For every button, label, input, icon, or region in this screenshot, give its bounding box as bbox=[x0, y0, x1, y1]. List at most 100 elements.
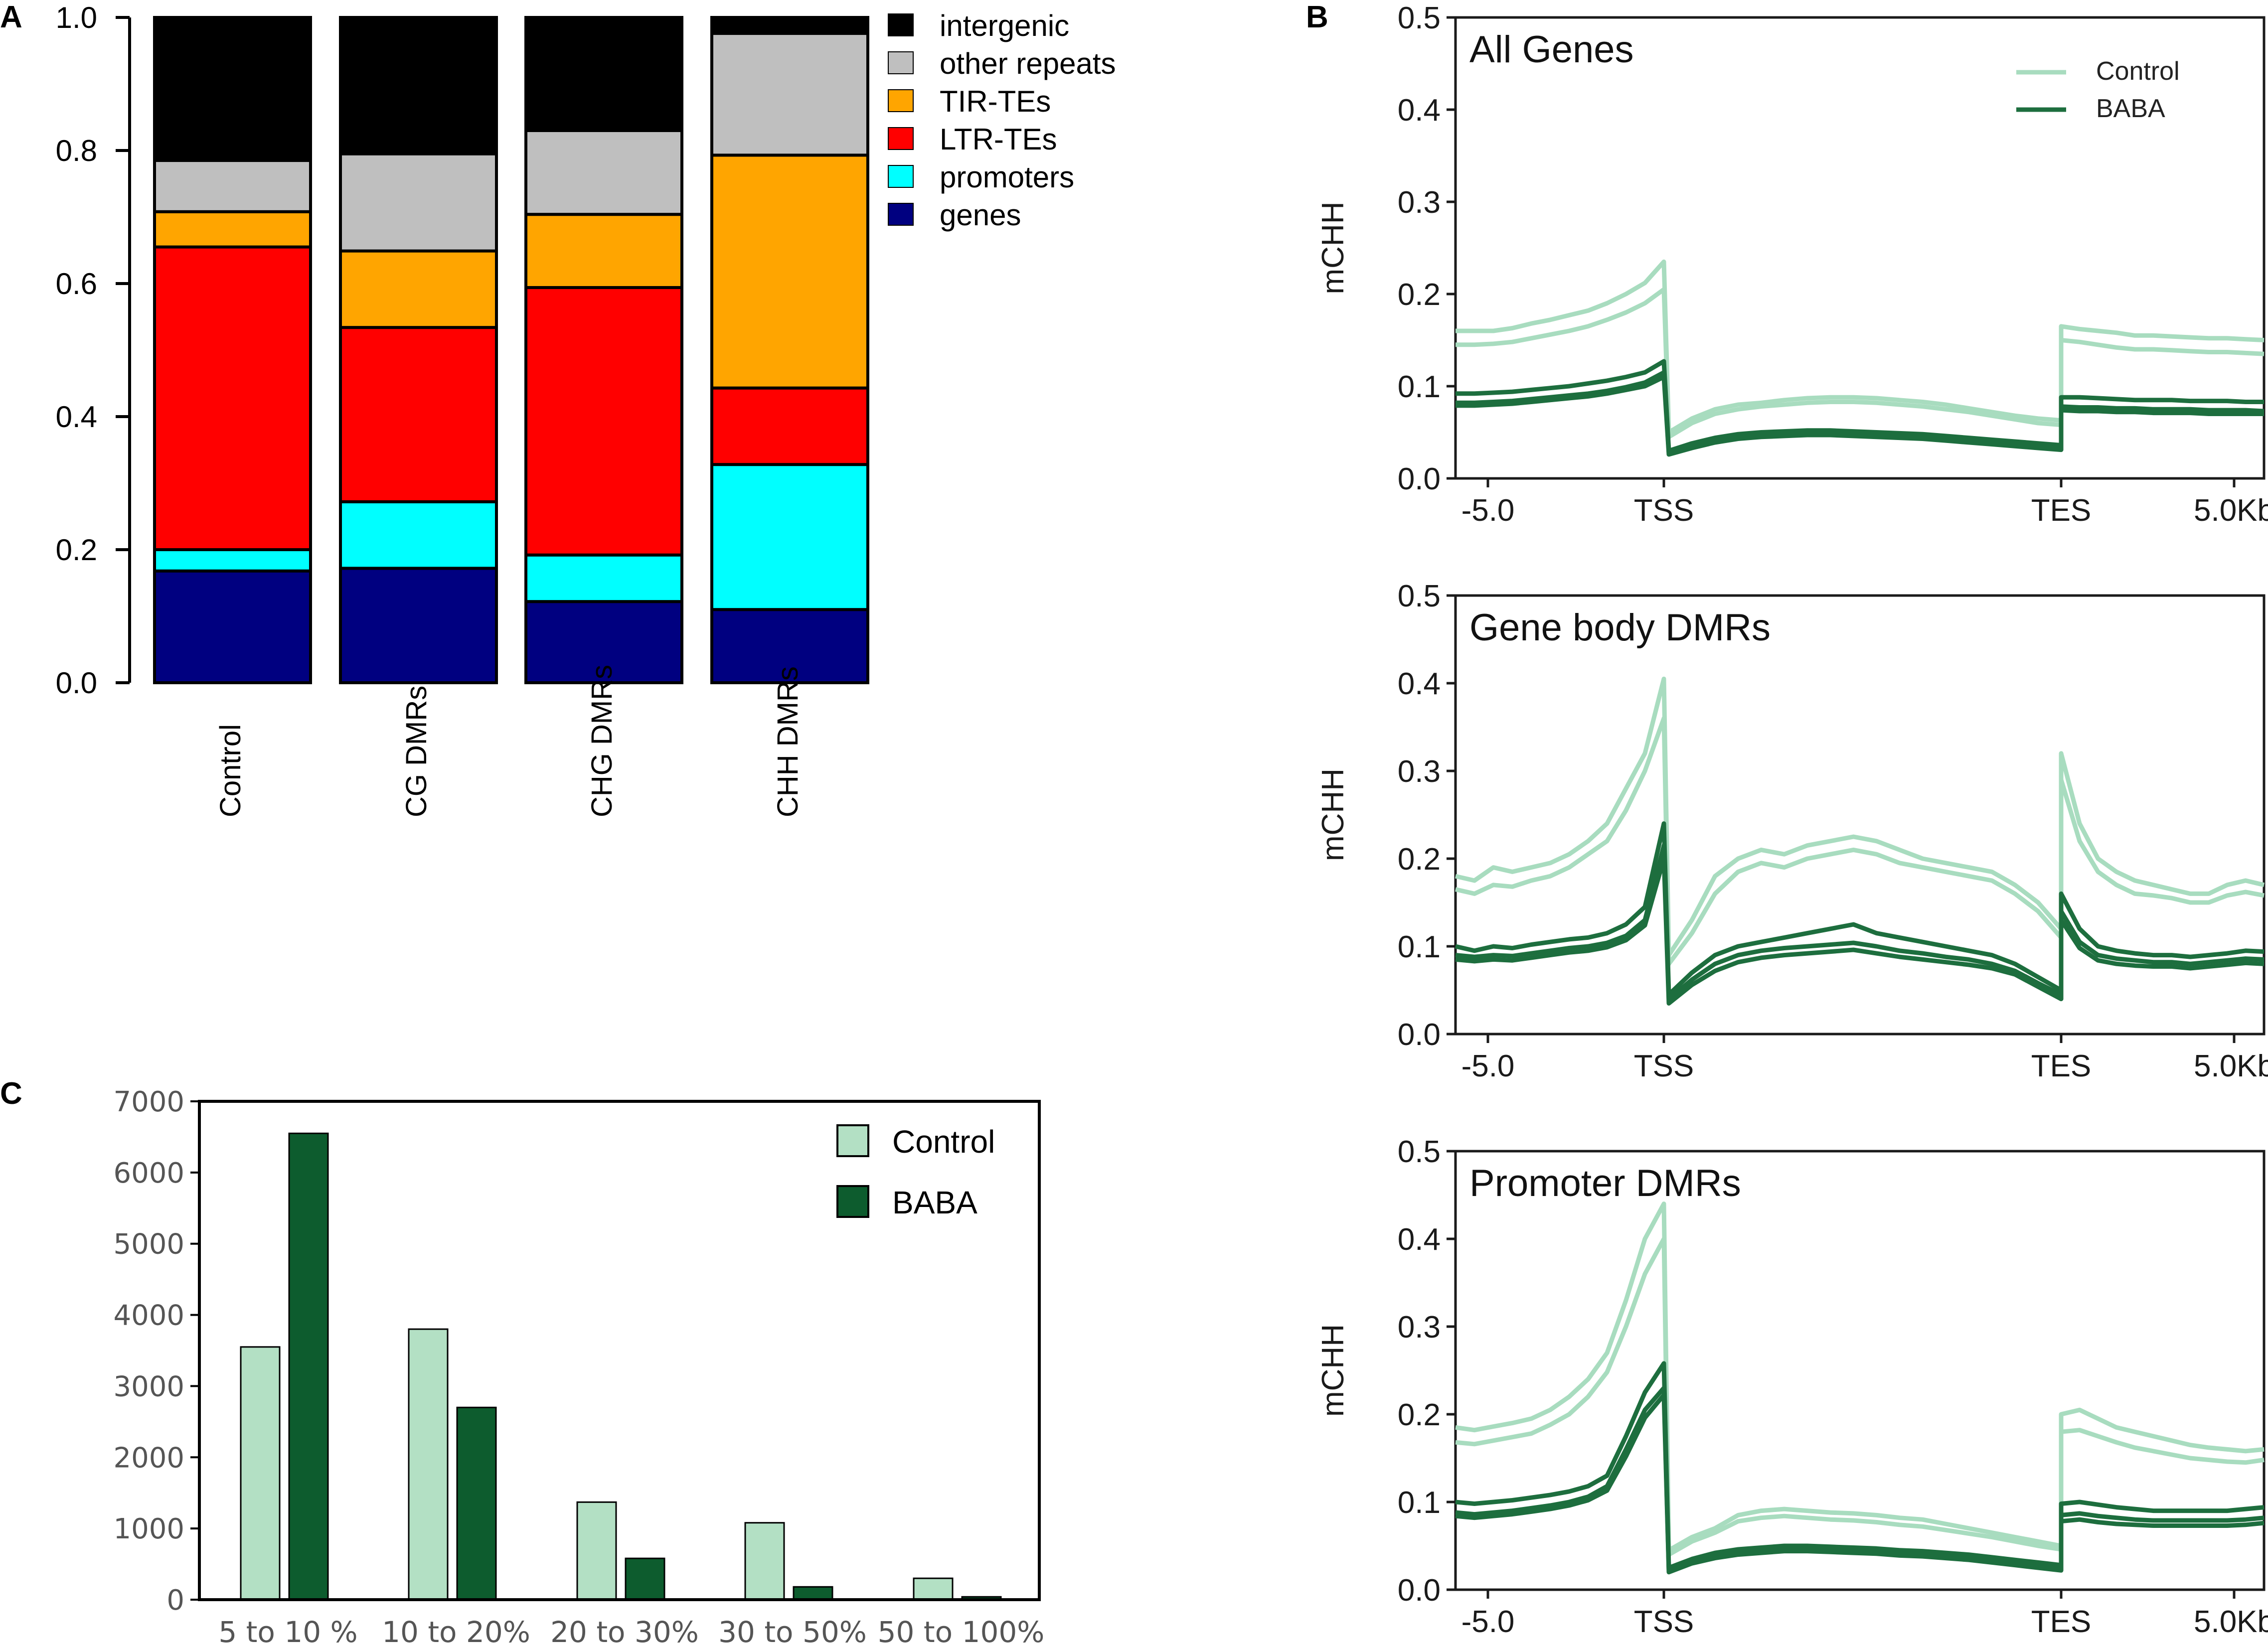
y-tick-label: 4000 bbox=[113, 1300, 184, 1332]
bar-control bbox=[240, 1346, 281, 1601]
y-tick-label: 5000 bbox=[113, 1228, 184, 1261]
panel-a-y-tick-label: 0.6 bbox=[56, 267, 97, 300]
bar-control bbox=[913, 1577, 954, 1601]
bar-segment-intergenic bbox=[153, 16, 312, 162]
y-tick-label: 3000 bbox=[113, 1370, 184, 1403]
panel-a-y-tick-label: 0.8 bbox=[56, 134, 97, 167]
series-line-control bbox=[1455, 676, 2265, 958]
x-category-label: 30 to 50% bbox=[718, 1615, 867, 1649]
y-tick-label: 6000 bbox=[113, 1157, 184, 1190]
y-tick-label: 0 bbox=[166, 1584, 184, 1617]
series-line-control bbox=[1456, 259, 2265, 435]
y-tick-label: 0.5 bbox=[1398, 1135, 1441, 1169]
chart-title: All Genes bbox=[1469, 28, 1634, 71]
series-line-control bbox=[1455, 1201, 2265, 1553]
x-category-label: 20 to 30% bbox=[550, 1615, 699, 1649]
series-line-baba bbox=[1455, 856, 2265, 1006]
bar-control bbox=[576, 1501, 617, 1601]
b1-frame bbox=[1454, 16, 2266, 480]
y-tick-label: 0.2 bbox=[1398, 1398, 1441, 1432]
bar-segment-intergenic bbox=[710, 16, 869, 35]
y-tick-label: 0.4 bbox=[1398, 1222, 1441, 1257]
bar-baba bbox=[625, 1557, 665, 1601]
chart-title: Gene body DMRs bbox=[1469, 606, 1771, 649]
y-tick-label: 0.2 bbox=[1398, 278, 1441, 312]
bar-segment-other_repeats bbox=[710, 32, 869, 157]
y-tick-label: 0.0 bbox=[1398, 462, 1441, 496]
x-tick-label: 5.0Kb bbox=[2194, 493, 2268, 528]
b2-frame bbox=[1454, 594, 2266, 1036]
bar-segment-promoters bbox=[524, 553, 683, 603]
panel-a-y-tick-label: 0.0 bbox=[56, 666, 97, 700]
x-tick-label: TSS bbox=[1634, 1605, 1694, 1639]
bar-segment-other_repeats bbox=[524, 129, 683, 216]
y-tick-label: 0.4 bbox=[1398, 667, 1441, 701]
bar-segment-intergenic bbox=[339, 16, 498, 155]
x-tick-label: 5.0Kb bbox=[2194, 1605, 2268, 1639]
y-axis-label: mCHH bbox=[1316, 1324, 1350, 1417]
bar-baba bbox=[793, 1586, 833, 1601]
bar-segment-genes bbox=[524, 600, 683, 684]
y-tick-label: 0.0 bbox=[1398, 1018, 1441, 1052]
panel-a-stacked-bar-chart: 0.0 0.2 0.4 0.6 0.8 1.0 Control CG DMRs CHG D… bbox=[56, 1, 1116, 817]
x-tick-label: -5.0 bbox=[1461, 1049, 1515, 1083]
panel-b3-promoter-dmrs: 0.0 0.1 0.2 0.3 0.4 0.5 mCHH -5.0 TSS TES 5.0Kb Pro… bbox=[1316, 1135, 2268, 1639]
legend-label-other-repeats: other repeats bbox=[940, 47, 1116, 80]
x-tick-label: TSS bbox=[1634, 1049, 1694, 1083]
panel-a-x-label-control: Control bbox=[214, 724, 247, 817]
legend-swatch-control bbox=[836, 1124, 869, 1157]
x-tick-label: TES bbox=[2031, 493, 2092, 528]
y-tick-label: 0.5 bbox=[1398, 1, 1441, 35]
y-tick-label: 1000 bbox=[113, 1513, 184, 1545]
series-line-control bbox=[1455, 716, 2265, 966]
bar-segment-ltr_tes bbox=[524, 286, 683, 557]
y-tick-label: 7000 bbox=[113, 1086, 184, 1118]
panel-b-line-charts: 0.0 0.1 0.2 0.3 0.4 0.5 mCHH -5.0 TSS TES 5.0Kb All… bbox=[1316, 1, 2268, 1639]
legend-label-baba: BABA bbox=[2096, 94, 2165, 123]
panel-a-x-labels: Control CG DMRs CHG DMRs CHH DMRs bbox=[214, 665, 804, 817]
series-line-control bbox=[1455, 1236, 2265, 1557]
series-line-baba bbox=[1455, 821, 2265, 997]
legend-label-control-c: Control bbox=[892, 1124, 995, 1160]
panel-c-bars bbox=[240, 1132, 1002, 1601]
x-tick-label: -5.0 bbox=[1461, 493, 1515, 528]
bar-segment-genes bbox=[339, 567, 498, 684]
y-tick-label: 0.4 bbox=[1398, 93, 1441, 128]
panel-b1-all-genes: 0.0 0.1 0.2 0.3 0.4 0.5 mCHH -5.0 TSS TES 5.0Kb All… bbox=[1316, 1, 2268, 528]
bar-control bbox=[744, 1522, 785, 1601]
legend-label-promoters: promoters bbox=[940, 160, 1074, 194]
x-tick-label: TES bbox=[2031, 1605, 2092, 1639]
y-axis-label: mCHH bbox=[1316, 768, 1350, 861]
bar-segment-ltr_tes bbox=[153, 245, 312, 551]
bar-segment-intergenic bbox=[524, 16, 683, 132]
bar-segment-other_repeats bbox=[339, 152, 498, 253]
x-tick-label: -5.0 bbox=[1461, 1605, 1515, 1639]
series-line-baba bbox=[1455, 1392, 2265, 1575]
bar-control bbox=[408, 1328, 449, 1601]
panel-a-y-tick-label: 1.0 bbox=[56, 1, 97, 34]
x-tick-label: TSS bbox=[1634, 493, 1694, 528]
legend-label-ltr-tes: LTR-TEs bbox=[940, 123, 1057, 156]
chart-title: Promoter DMRs bbox=[1469, 1162, 1741, 1204]
panel-a-legend: intergenic other repeats TIR-TEs LTR-TEs… bbox=[888, 9, 1116, 232]
panel-b2-gene-body-dmrs: 0.0 0.1 0.2 0.3 0.4 0.5 mCHH -5.0 TSS TES 5.0Kb Gen… bbox=[1316, 579, 2268, 1083]
legend-label-tir-tes: TIR-TEs bbox=[940, 85, 1051, 118]
legend-swatch-baba bbox=[836, 1185, 869, 1218]
bar-segment-genes bbox=[710, 608, 869, 685]
x-tick-label: 5.0Kb bbox=[2194, 1049, 2268, 1083]
panel-a-bars bbox=[153, 16, 869, 685]
b3-frame bbox=[1454, 1150, 2266, 1591]
bar-segment-tir_tes bbox=[524, 213, 683, 290]
y-tick-label: 0.3 bbox=[1398, 185, 1441, 220]
panel-c-legend: Control BABA bbox=[836, 1124, 995, 1220]
panel-letter-c: C bbox=[0, 1076, 22, 1111]
x-tick-label: TES bbox=[2031, 1049, 2092, 1083]
panel-c-grouped-bar-chart: 0 1000 2000 3000 4000 5000 6000 7000 5 to 10 % 10… bbox=[113, 1086, 1044, 1649]
y-tick-label: 0.5 bbox=[1398, 579, 1441, 613]
legend-label-control: Control bbox=[2096, 57, 2180, 86]
legend-label-intergenic: intergenic bbox=[940, 9, 1069, 42]
series-line-baba bbox=[1455, 1361, 2265, 1570]
legend-swatch-tir-tes bbox=[888, 89, 914, 112]
y-tick-label: 0.1 bbox=[1398, 930, 1441, 964]
